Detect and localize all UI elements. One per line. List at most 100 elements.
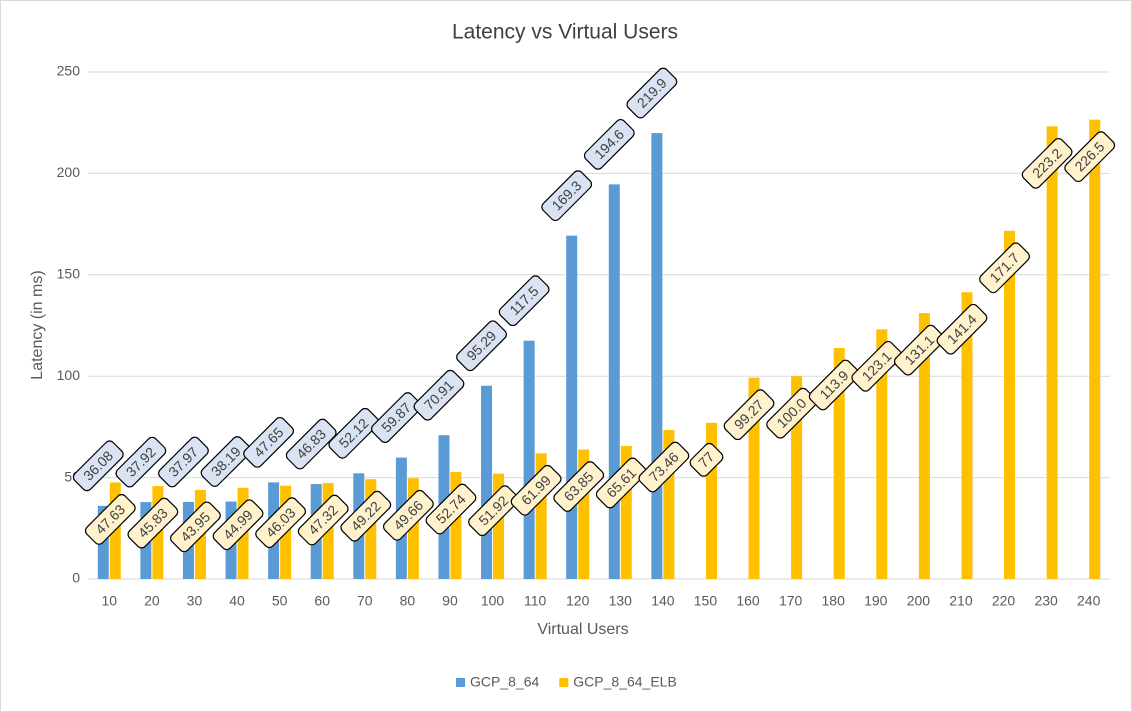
data-label-box <box>723 389 775 441</box>
data-label-box <box>212 499 264 551</box>
data-label-box <box>413 369 465 421</box>
bar <box>407 478 419 579</box>
x-tick-label: 120 <box>566 593 590 609</box>
data-label-box <box>510 464 562 516</box>
chart-title: Latency vs Virtual Users <box>452 21 678 44</box>
data-label-box <box>170 501 221 553</box>
legend-swatch <box>559 678 569 687</box>
data-label-box <box>1064 131 1116 183</box>
y-tick-label: 0 <box>72 570 80 586</box>
x-tick-label: 220 <box>992 593 1016 609</box>
data-label-box <box>1021 137 1073 189</box>
data-label-box <box>553 461 605 512</box>
x-tick-label: 160 <box>736 593 760 609</box>
x-tick-label: 40 <box>229 593 245 609</box>
data-label-box <box>255 497 307 549</box>
bar <box>620 445 632 579</box>
data-label-box <box>595 457 647 509</box>
x-tick-label: 100 <box>481 593 505 609</box>
bar <box>523 340 535 579</box>
x-tick-label: 190 <box>864 593 888 609</box>
data-label-box <box>808 359 860 411</box>
data-label-box <box>541 170 593 222</box>
x-tick-label: 230 <box>1034 593 1058 609</box>
data-label-box <box>425 483 477 535</box>
x-tick-label: 200 <box>907 593 931 609</box>
x-tick-label: 170 <box>779 593 803 609</box>
data-label-box <box>382 489 434 541</box>
data-label: 51.92 <box>468 485 519 537</box>
x-tick-label: 210 <box>949 593 973 609</box>
x-tick-label: 240 <box>1077 593 1101 609</box>
x-axis-title: Virtual Users <box>537 621 628 638</box>
x-tick-label: 180 <box>822 593 846 609</box>
x-tick-label: 10 <box>102 593 118 609</box>
data-label-box <box>200 436 252 487</box>
x-tick-label: 20 <box>144 593 160 609</box>
bar <box>608 184 620 579</box>
bar <box>578 449 590 579</box>
bar <box>566 235 578 579</box>
y-tick-label: 250 <box>57 63 81 79</box>
legend-label: GCP_8_64 <box>470 674 539 690</box>
bar <box>493 473 505 579</box>
data-label-box <box>285 418 337 470</box>
x-tick-label: 90 <box>442 593 458 609</box>
bar <box>651 133 663 580</box>
data-label-box <box>127 497 179 549</box>
data-label-box <box>851 340 903 392</box>
bar <box>450 472 462 579</box>
x-tick-label: 30 <box>187 593 203 609</box>
bar <box>1089 119 1101 580</box>
data-label-box <box>689 442 724 477</box>
y-axis-title: Latency (in ms) <box>29 270 46 379</box>
bar <box>365 479 377 579</box>
y-tick-label: 100 <box>57 367 81 383</box>
x-tick-label: 70 <box>357 593 373 609</box>
bar <box>481 385 493 579</box>
x-tick-label: 130 <box>609 593 633 609</box>
x-tick-label: 60 <box>314 593 330 609</box>
y-tick-label: 150 <box>57 266 81 282</box>
data-label-box <box>328 407 380 459</box>
data-label-box <box>297 494 349 546</box>
bar <box>961 292 973 579</box>
data-label-box <box>370 392 422 443</box>
legend-label: GCP_8_64_ELB <box>573 674 677 690</box>
bar <box>535 453 547 579</box>
data-label-box <box>72 440 124 492</box>
legend-swatch <box>456 678 465 687</box>
data-label: 47.65 <box>243 416 295 468</box>
bar <box>833 348 845 579</box>
grid <box>88 71 1110 580</box>
bar <box>791 376 803 579</box>
bar <box>748 377 760 579</box>
x-tick-label: 140 <box>651 593 675 609</box>
data-label-box <box>893 324 945 376</box>
data-label: 65.61 <box>595 457 647 509</box>
bar <box>1004 230 1016 579</box>
x-tick-label: 110 <box>524 593 547 609</box>
data-label-box <box>936 303 988 355</box>
data-label-box <box>243 416 295 468</box>
bar <box>1046 126 1058 579</box>
data-label-box <box>979 242 1030 294</box>
data-label-box <box>638 441 690 493</box>
data-label-box <box>626 67 678 119</box>
bar <box>705 422 717 579</box>
bar <box>918 313 930 579</box>
data-label-box <box>158 436 209 488</box>
bar <box>876 329 888 579</box>
x-tick-label: 80 <box>400 593 416 609</box>
data-label: 47.32 <box>297 494 349 546</box>
data-label-box <box>340 490 392 542</box>
data-label-box <box>115 436 167 488</box>
y-tick-label: 200 <box>57 164 81 180</box>
data-label-box <box>468 485 519 537</box>
data-label-box <box>583 118 635 170</box>
data-label: 77 <box>689 442 724 477</box>
x-tick-label: 150 <box>694 593 718 609</box>
data-label-box <box>456 320 507 372</box>
